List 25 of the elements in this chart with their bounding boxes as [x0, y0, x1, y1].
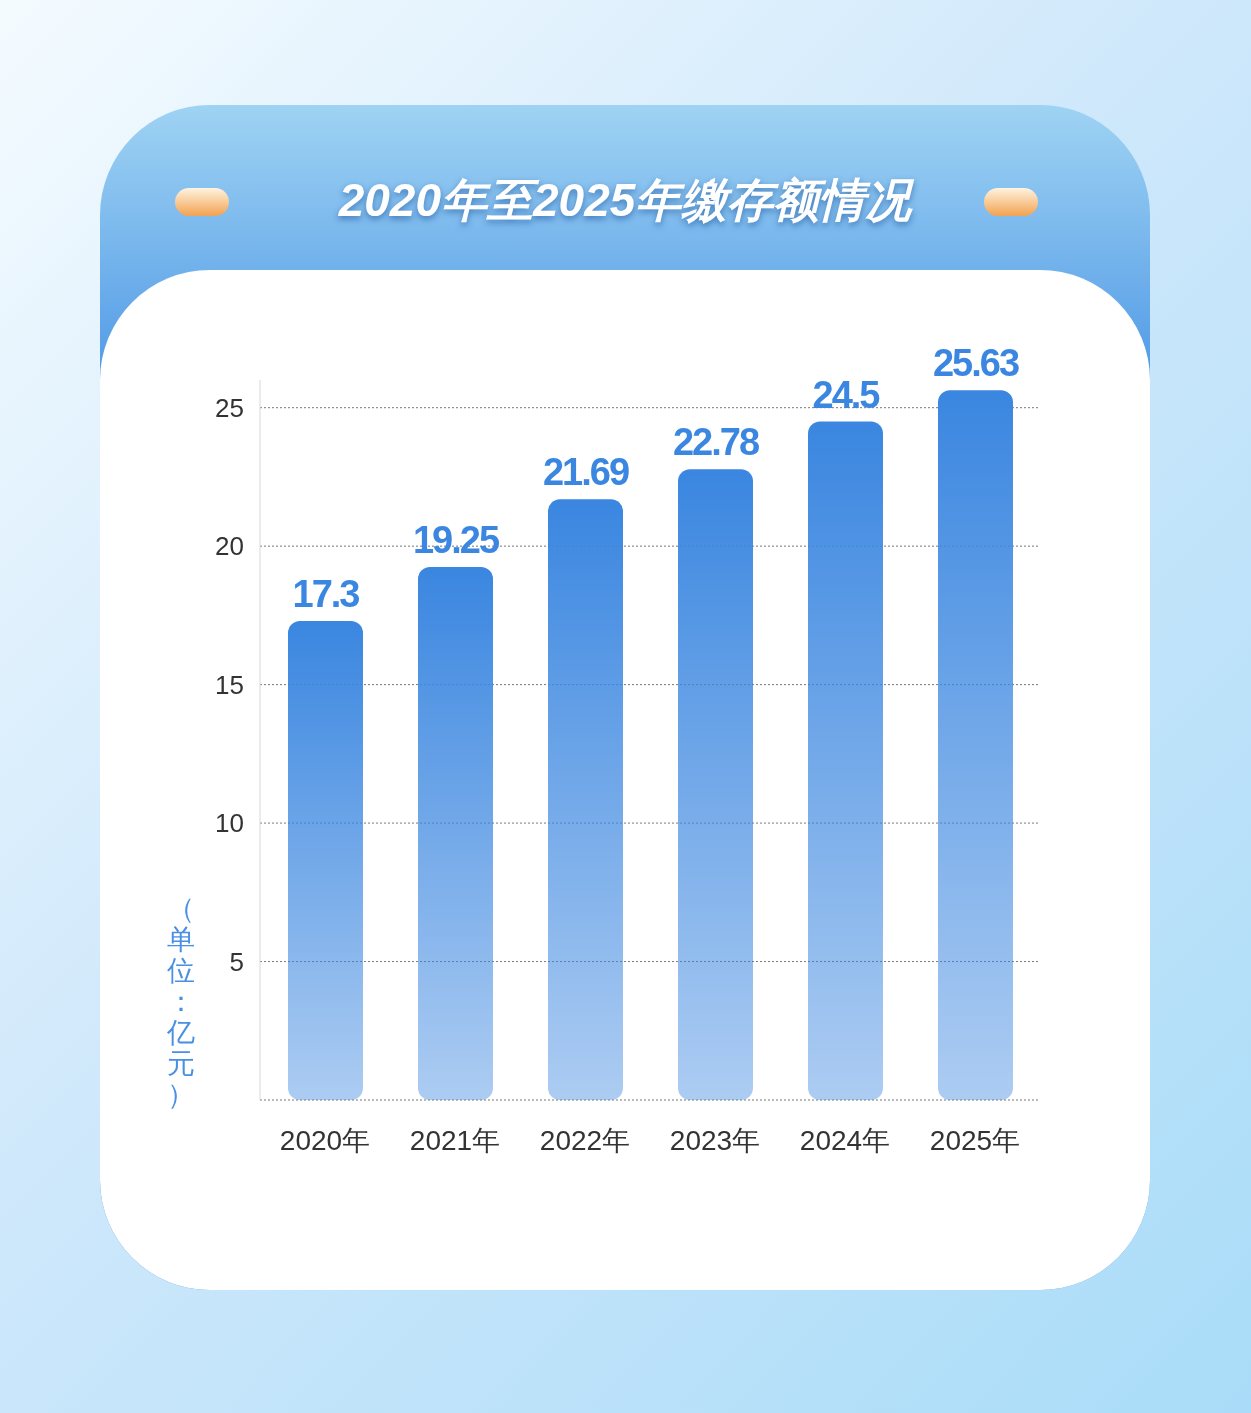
- data-label: 19.25: [412, 518, 500, 561]
- x-tick-label: 2025年: [929, 1124, 1021, 1156]
- bar: [548, 499, 623, 1100]
- data-label: 25.63: [932, 342, 1019, 385]
- data-label: 21.69: [542, 451, 629, 494]
- y-axis-title: （单位：亿元）: [166, 893, 196, 1110]
- y-tick-label: 5: [229, 946, 244, 977]
- chart-title: 2020年至2025年缴存额情况: [337, 173, 915, 228]
- x-tick-label: 2023年: [669, 1124, 761, 1156]
- y-tick-label: 10: [215, 808, 244, 839]
- x-tick-label: 2022年: [539, 1124, 631, 1156]
- data-label: 22.78: [672, 421, 759, 464]
- data-label: 17.3: [292, 572, 360, 615]
- x-tick-label: 2020年: [279, 1124, 371, 1156]
- data-label: 24.5: [812, 373, 881, 416]
- bar: [418, 566, 493, 1100]
- x-tick-label: 2024年: [799, 1124, 891, 1156]
- bar: [938, 390, 1013, 1100]
- y-tick-label: 25: [215, 392, 244, 423]
- x-tick-label: 2021年: [409, 1124, 501, 1156]
- bar: [678, 469, 753, 1100]
- y-tick-label: 15: [215, 669, 244, 700]
- bar: [288, 620, 363, 1100]
- y-tick-label: 20: [215, 531, 244, 562]
- bar: [808, 421, 883, 1100]
